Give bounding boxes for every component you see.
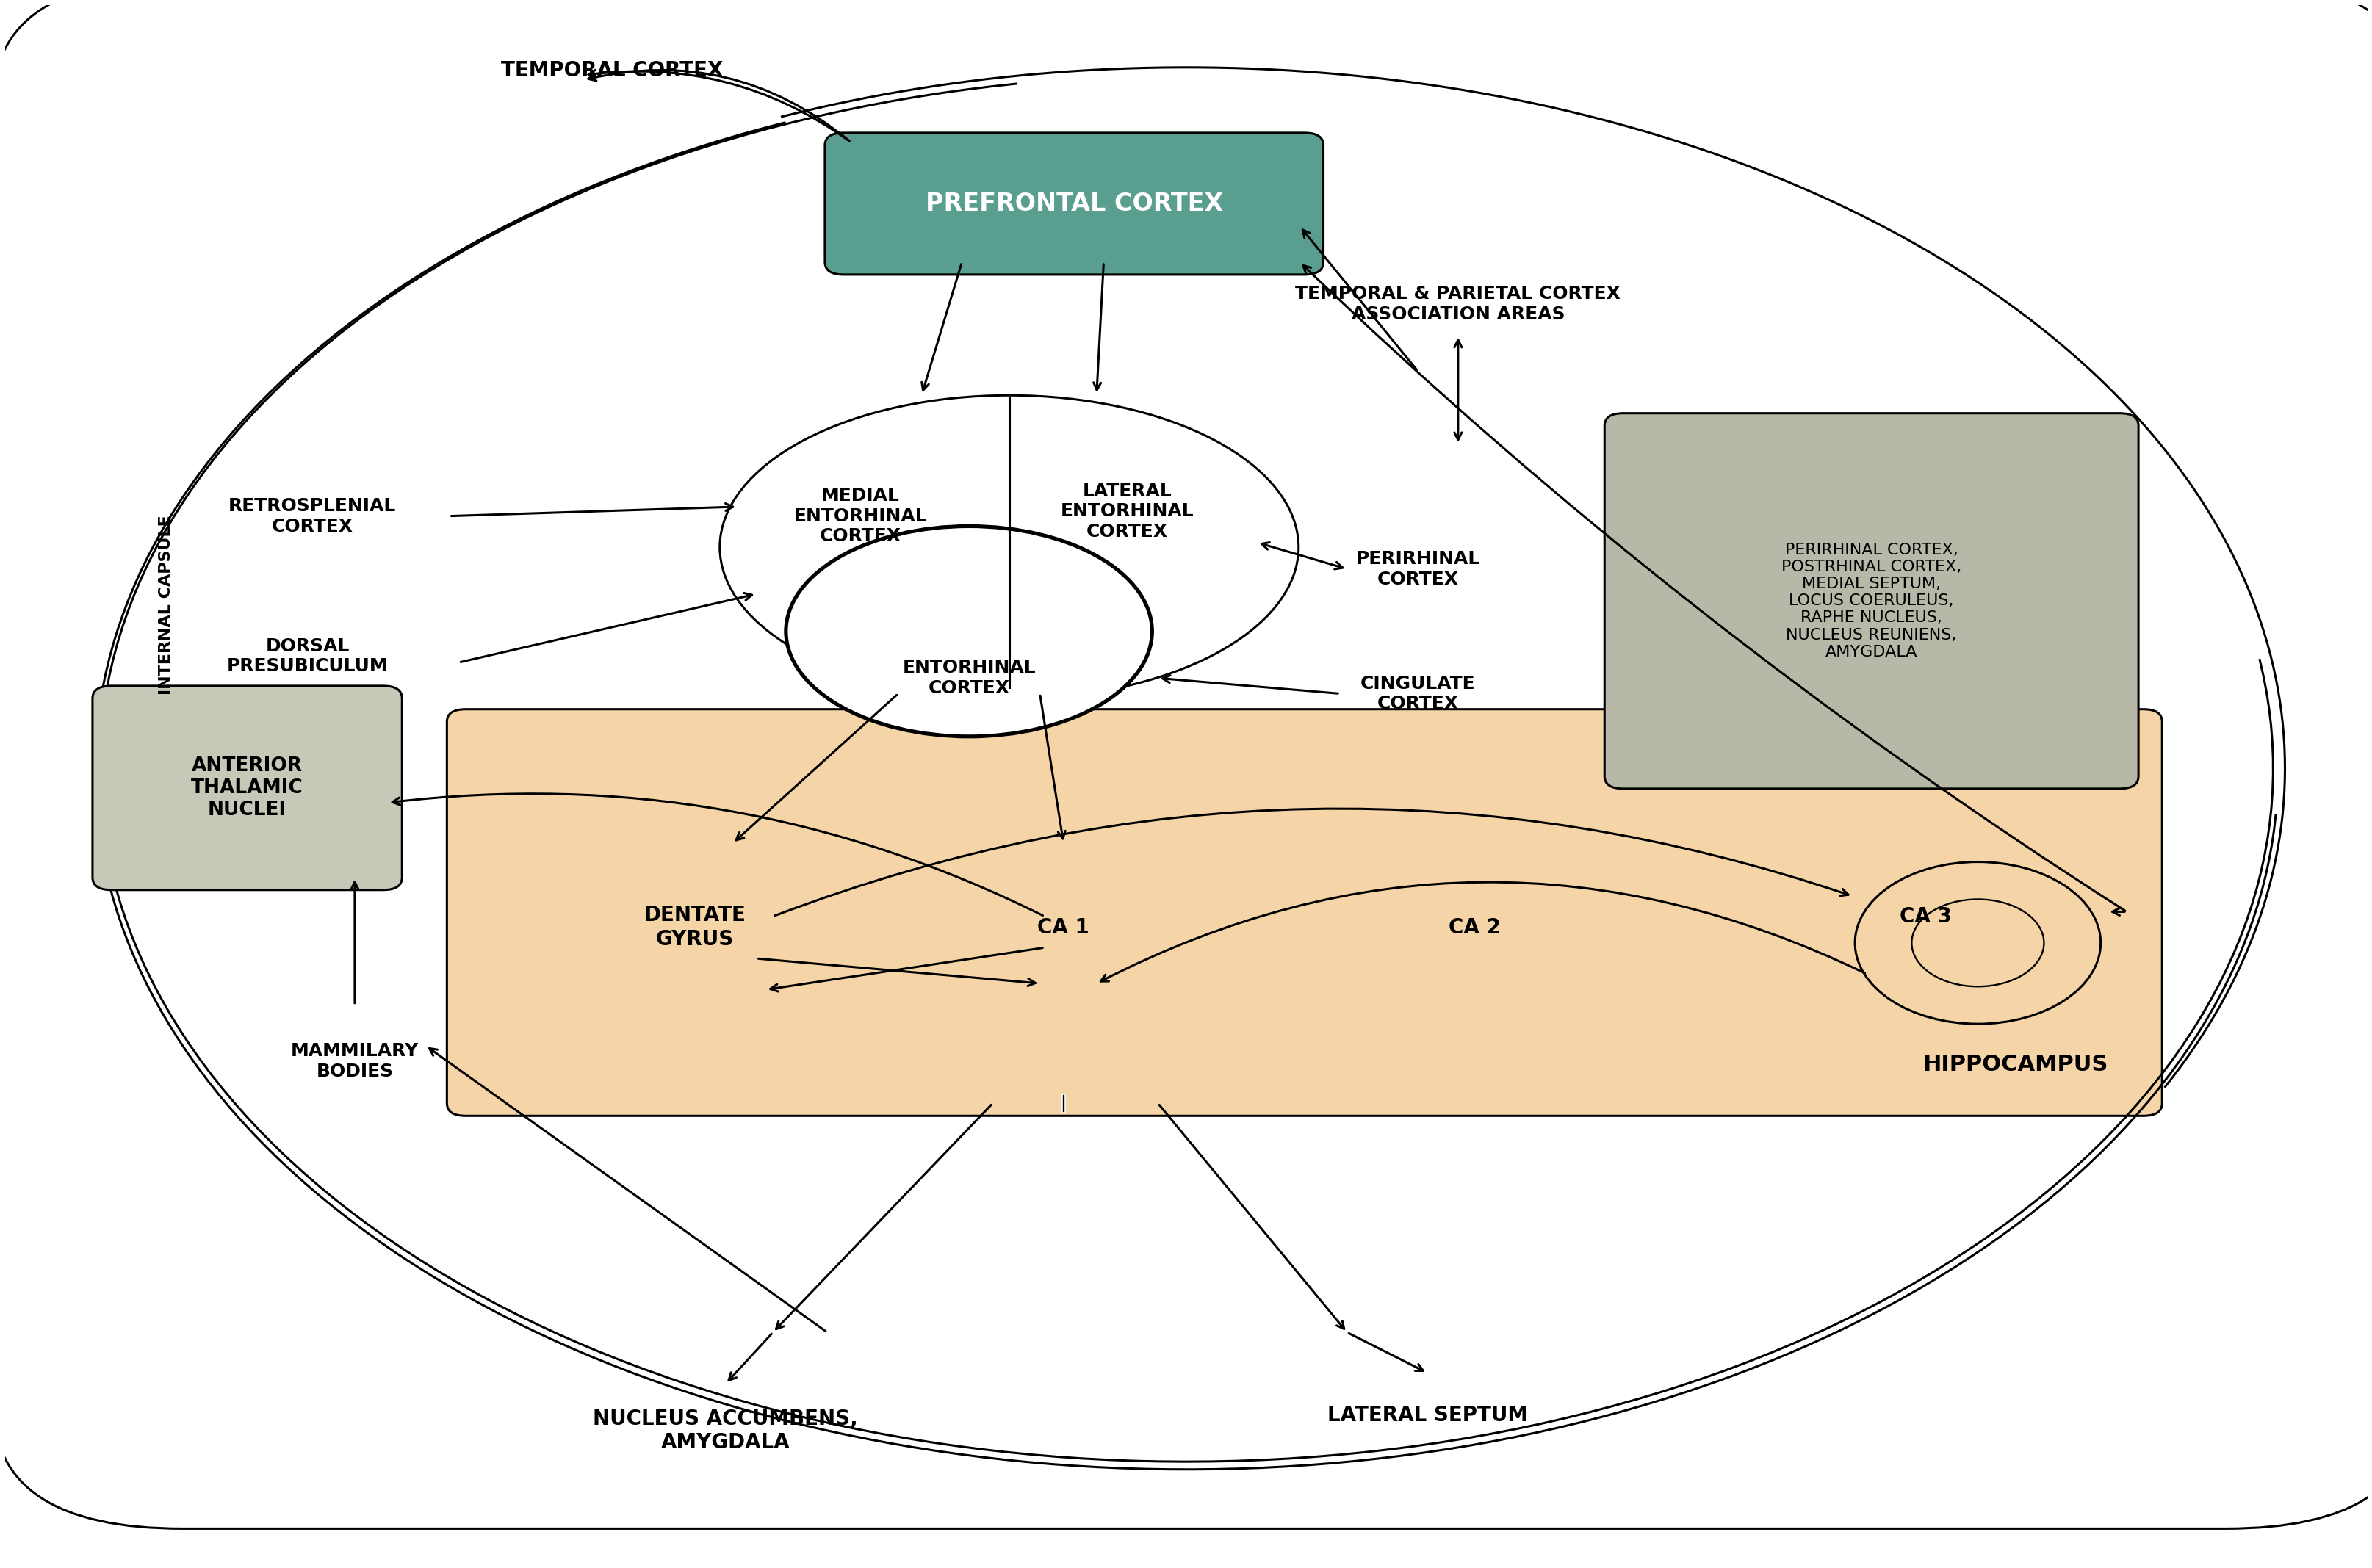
Text: CA 2: CA 2 xyxy=(1449,917,1499,938)
Text: DENTATE
GYRUS: DENTATE GYRUS xyxy=(643,905,745,950)
Text: ENTORHINAL
CORTEX: ENTORHINAL CORTEX xyxy=(901,659,1037,698)
Text: MEDIAL
ENTORHINAL
CORTEX: MEDIAL ENTORHINAL CORTEX xyxy=(792,486,927,546)
Text: CA 3: CA 3 xyxy=(1900,906,1952,927)
Text: NUCLEUS ACCUMBENS,
AMYGDALA: NUCLEUS ACCUMBENS, AMYGDALA xyxy=(593,1408,859,1452)
Text: PREFRONTAL CORTEX: PREFRONTAL CORTEX xyxy=(925,191,1222,216)
FancyBboxPatch shape xyxy=(0,0,2372,1529)
FancyBboxPatch shape xyxy=(1603,414,2137,789)
Ellipse shape xyxy=(719,395,1297,699)
Text: CA 1: CA 1 xyxy=(1037,917,1089,938)
Text: TEMPORAL & PARIETAL CORTEX
ASSOCIATION AREAS: TEMPORAL & PARIETAL CORTEX ASSOCIATION A… xyxy=(1295,285,1620,323)
Text: TEMPORAL CORTEX: TEMPORAL CORTEX xyxy=(500,60,723,82)
Text: INTERNAL CAPSULE: INTERNAL CAPSULE xyxy=(159,514,173,695)
Text: CINGULATE
CORTEX: CINGULATE CORTEX xyxy=(1359,674,1475,713)
Text: LATERAL
ENTORHINAL
CORTEX: LATERAL ENTORHINAL CORTEX xyxy=(1060,481,1193,541)
Text: MAMMILARY
BODIES: MAMMILARY BODIES xyxy=(292,1043,417,1080)
Text: DORSAL
PRESUBICULUM: DORSAL PRESUBICULUM xyxy=(228,637,389,676)
FancyBboxPatch shape xyxy=(93,685,401,891)
Text: ANTERIOR
THALAMIC
NUCLEI: ANTERIOR THALAMIC NUCLEI xyxy=(192,756,304,820)
FancyBboxPatch shape xyxy=(825,133,1324,274)
Text: HIPPOCAMPUS: HIPPOCAMPUS xyxy=(1921,1054,2106,1076)
FancyBboxPatch shape xyxy=(446,709,2161,1116)
Ellipse shape xyxy=(785,527,1153,737)
Text: PERIRHINAL
CORTEX: PERIRHINAL CORTEX xyxy=(1354,550,1480,588)
Text: LATERAL SEPTUM: LATERAL SEPTUM xyxy=(1326,1405,1528,1425)
Text: RETROSPLENIAL
CORTEX: RETROSPLENIAL CORTEX xyxy=(228,497,396,535)
Text: PERIRHINAL CORTEX,
POSTRHINAL CORTEX,
MEDIAL SEPTUM,
LOCUS COERULEUS,
RAPHE NUCL: PERIRHINAL CORTEX, POSTRHINAL CORTEX, ME… xyxy=(1781,543,1962,660)
